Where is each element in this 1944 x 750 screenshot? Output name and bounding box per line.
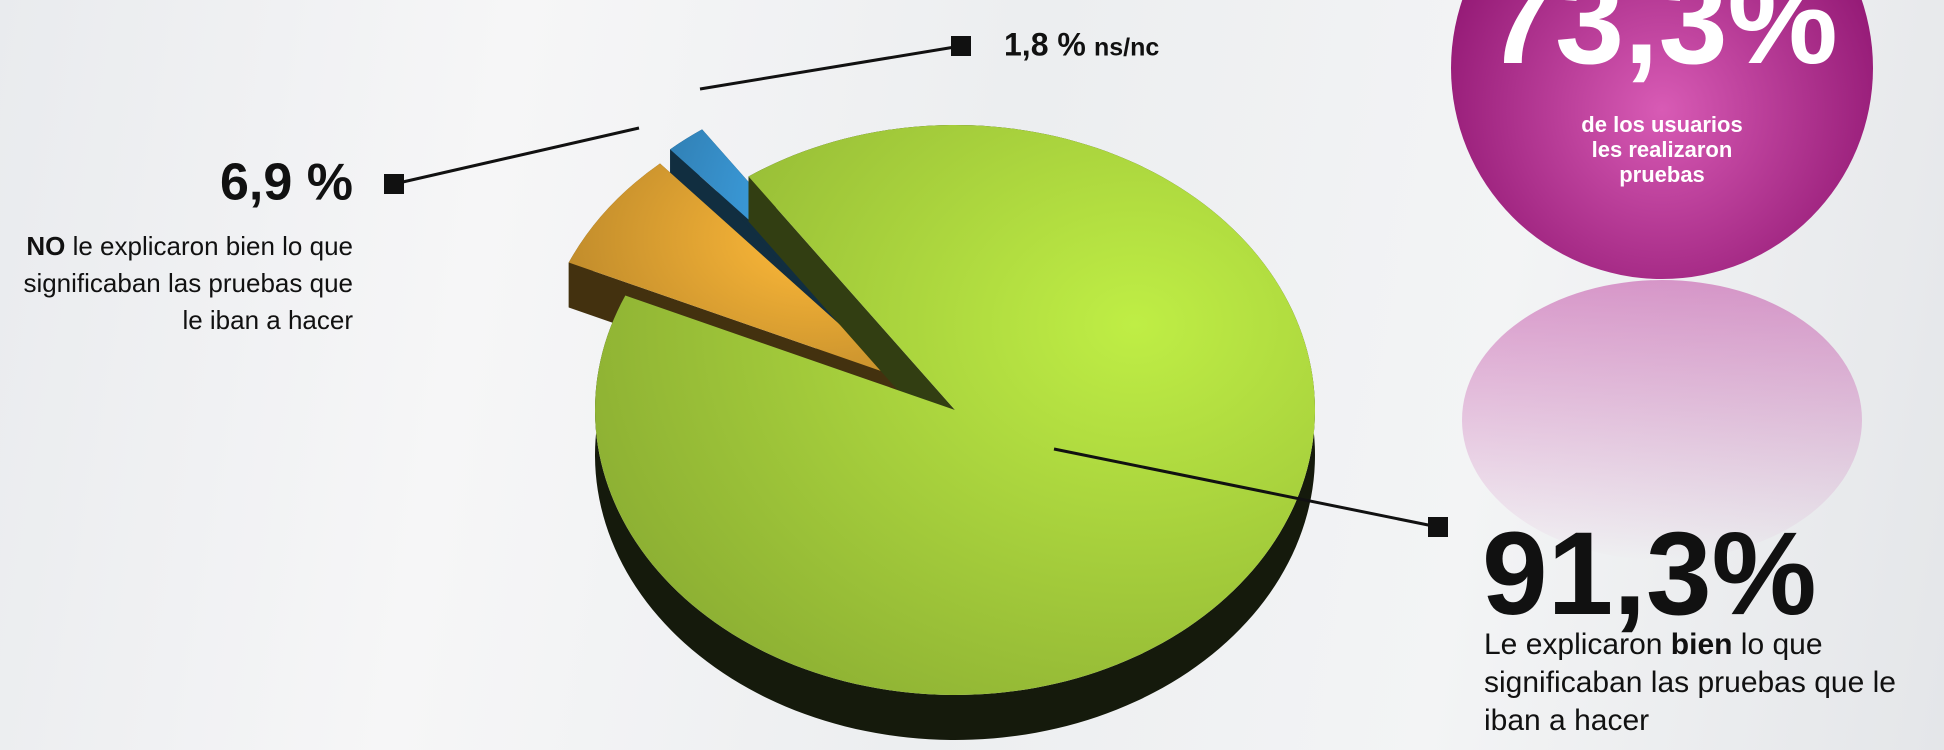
slice (595, 125, 1315, 695)
callout-text: de los usuarios les realizaron pruebas (1581, 112, 1743, 187)
description-part: le explicaron bien lo que significaban l… (23, 231, 353, 335)
callout-reflection (1462, 280, 1862, 560)
slice-description: NO le explicaron bien lo que significaba… (8, 228, 353, 339)
value-label: 91,3% (1482, 508, 1817, 640)
description-part: bien (1670, 628, 1733, 661)
slice (568, 163, 899, 378)
leader-line (699, 44, 962, 91)
value-label: 6,9 % (220, 154, 353, 212)
description-part: NO (26, 231, 66, 261)
callout-value: 73,3% (1486, 0, 1838, 90)
slice-description: Le explicaron bien lo que significaban l… (1484, 626, 1939, 740)
callout-circle (1451, 0, 1873, 279)
description-part: lo que significaban las pruebas que le i… (1484, 628, 1896, 737)
leader-marker (951, 36, 971, 56)
leader-line (393, 126, 640, 186)
leader-marker (1428, 517, 1448, 537)
category-label: ns/nc (1094, 34, 1159, 62)
description-part: Le explicaron (1484, 628, 1671, 661)
pie (568, 125, 1315, 741)
value-label: 1,8 % (1004, 26, 1086, 62)
labels: 91,3% 6,9 % 1,8 % ns/nc (220, 26, 1817, 640)
leader-line (1053, 447, 1439, 529)
slice-edge (748, 176, 955, 455)
leader-marker (384, 174, 404, 194)
